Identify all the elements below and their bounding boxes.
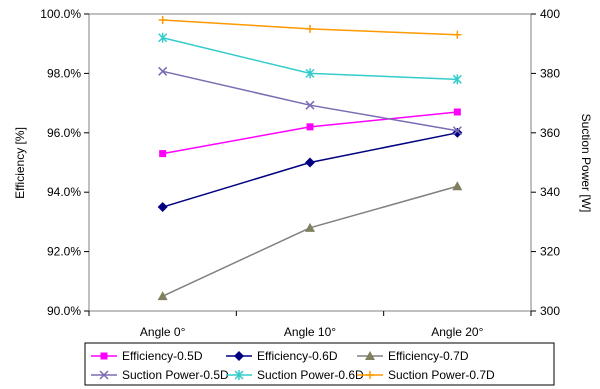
- legend-label: Suction Power-0.6D: [257, 368, 364, 382]
- data-point: [452, 74, 462, 85]
- right-axis-title: Suction Power [W]: [579, 114, 593, 213]
- data-point: [306, 123, 314, 131]
- data-point: [305, 157, 315, 168]
- legend-swatch-marker: [99, 370, 109, 380]
- category-label: Angle 10°: [284, 325, 336, 339]
- right-tick-label: 360: [540, 126, 560, 140]
- legend-swatch-marker: [100, 352, 108, 360]
- data-point: [452, 181, 463, 191]
- left-tick-label: 98.0%: [47, 66, 81, 80]
- legend-label: Efficiency-0.5D: [122, 349, 203, 363]
- data-point: [158, 66, 168, 76]
- legend-label: Suction Power-0.7D: [388, 368, 495, 382]
- legend-swatch-marker: [234, 351, 244, 361]
- legend-box: [84, 342, 555, 386]
- series-efficiency-0-5d: [159, 108, 461, 158]
- left-tick-label: 100.0%: [40, 7, 81, 21]
- data-point: [305, 68, 315, 79]
- legend-swatch-marker: [234, 370, 244, 380]
- data-point: [158, 32, 168, 43]
- right-tick-label: 320: [540, 245, 560, 259]
- left-tick-label: 90.0%: [47, 304, 81, 318]
- legend-swatch-marker: [366, 371, 374, 379]
- series-suction-power-0-6d: [158, 32, 462, 85]
- left-tick-label: 96.0%: [47, 126, 81, 140]
- category-label: Angle 20°: [431, 325, 483, 339]
- series-layer: [157, 15, 463, 301]
- data-point: [157, 202, 168, 213]
- data-point: [305, 100, 315, 110]
- legend-item: Suction Power-0.6D: [226, 368, 364, 382]
- right-axis-ticks: 300 320 340 360 380 400: [531, 7, 560, 318]
- series-efficiency-0-6d: [157, 127, 463, 213]
- legend-item: Efficiency-0.7D: [357, 349, 469, 363]
- data-point: [305, 222, 315, 232]
- legend-label: Efficiency-0.6D: [257, 349, 338, 363]
- legend-label: Suction Power-0.5D: [122, 368, 229, 382]
- legend-item: Efficiency-0.5D: [91, 349, 203, 363]
- data-point: [453, 30, 462, 39]
- legend-label: Efficiency-0.7D: [388, 349, 469, 363]
- category-label: Angle 0°: [140, 325, 186, 339]
- right-tick-label: 400: [540, 7, 560, 21]
- legend-item: Efficiency-0.6D: [226, 349, 338, 363]
- left-tick-label: 94.0%: [47, 185, 81, 199]
- right-tick-label: 340: [540, 185, 560, 199]
- left-tick-label: 92.0%: [47, 245, 81, 259]
- left-axis-title: Efficiency [%]: [13, 127, 27, 199]
- data-point: [157, 291, 168, 301]
- legend-item: Suction Power-0.5D: [91, 368, 229, 382]
- legend-item: Suction Power-0.7D: [357, 368, 495, 382]
- data-point: [158, 15, 167, 24]
- data-point: [452, 126, 462, 136]
- series-suction-power-0-7d: [158, 15, 462, 39]
- right-tick-label: 380: [540, 66, 560, 80]
- category-axis-ticks: Angle 0° Angle 10° Angle 20°: [88, 311, 532, 339]
- legend: Efficiency-0.5D Efficiency-0.6D Efficiency…: [84, 342, 555, 386]
- data-point: [159, 150, 167, 158]
- left-axis-ticks: 90.0% 92.0% 94.0% 96.0% 98.0% 100.0%: [40, 7, 89, 318]
- series-suction-power-0-5d: [158, 66, 462, 136]
- data-point: [453, 108, 461, 116]
- right-tick-label: 300: [540, 304, 560, 318]
- series-efficiency-0-7d: [157, 181, 463, 301]
- legend-swatch-marker: [365, 351, 375, 360]
- data-point: [306, 24, 314, 33]
